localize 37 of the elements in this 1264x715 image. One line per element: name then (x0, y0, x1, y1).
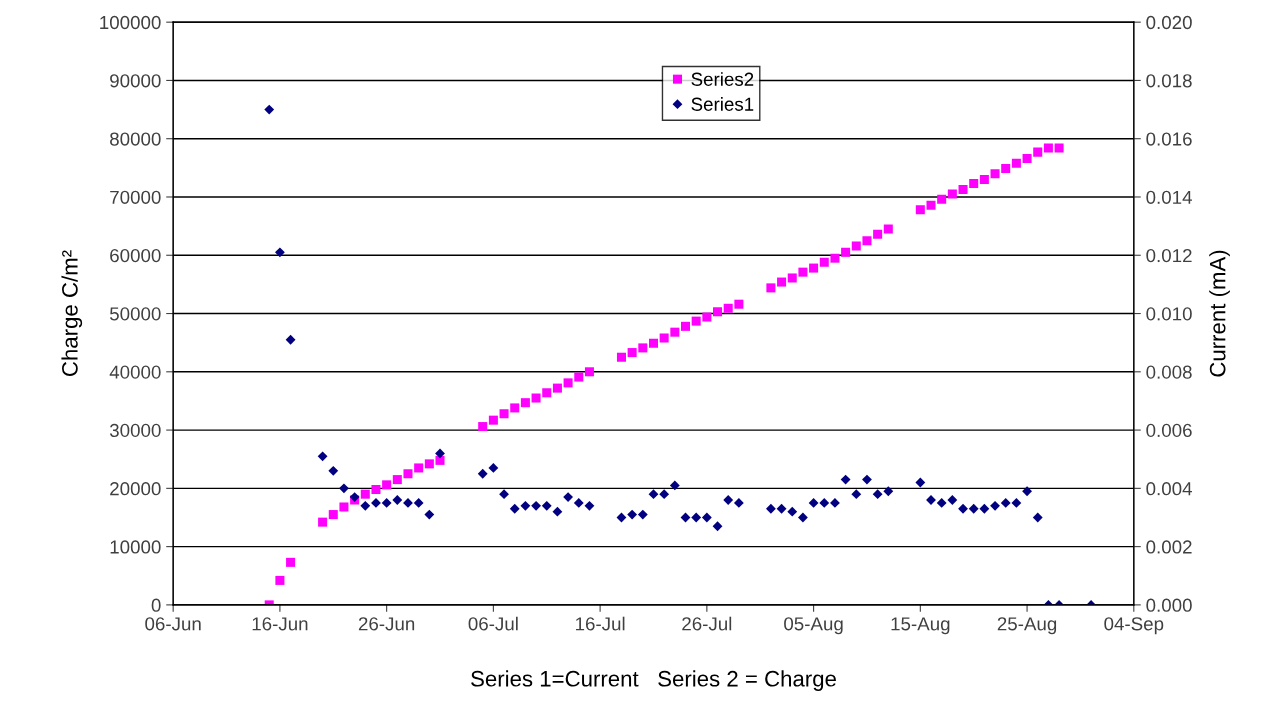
y2-tick-label: 0.008 (1146, 365, 1192, 379)
x-tick-label: 15-Aug (891, 617, 950, 635)
legend-label: Series1 (691, 97, 754, 111)
y2-tick-label: 0.000 (1146, 598, 1192, 612)
x-tick-label: 04-Sep (1104, 617, 1164, 635)
y-tick-label: 10000 (110, 540, 161, 554)
x-tick-label: 26-Jul (682, 616, 732, 631)
y2-tick-label: 0.014 (1146, 190, 1192, 204)
legend-label: Series2 (691, 72, 754, 86)
y-tick-label: 70000 (110, 190, 161, 204)
x-tick-label: 16-Jul (576, 616, 625, 631)
y2-tick-label: 0.006 (1146, 423, 1192, 438)
y2-tick-label: 0.004 (1146, 482, 1192, 496)
y-tick-label: 20000 (110, 482, 161, 496)
y2-tick-label: 0.020 (1146, 15, 1192, 30)
y-tick-label: 80000 (110, 132, 161, 146)
y-tick-label: 50000 (109, 307, 161, 321)
y2-tick-label: 0.012 (1146, 248, 1192, 263)
y-tick-label: 90000 (110, 74, 161, 88)
x-tick-label: 16-Jun (252, 617, 308, 631)
x-tick-label: 05-Aug (784, 617, 843, 635)
y-tick-label: 100000 (100, 15, 161, 30)
y2-tick-label: 0.016 (1146, 132, 1192, 146)
x-tick-label: 06-Jun (145, 617, 201, 631)
x-tick-label: 26-Jun (358, 617, 415, 631)
y-tick-label: 60000 (110, 248, 161, 263)
x-tick-label: 25-Aug (997, 617, 1057, 635)
x-axis-title: Series 1=Current Series 2 = Charge (471, 670, 836, 691)
y-tick-label: 30000 (109, 423, 161, 438)
x-tick-label: 06-Jul (468, 616, 518, 631)
y-tick-label: 0 (151, 598, 161, 612)
y2-axis-title: Current (mA) (1209, 250, 1230, 377)
y2-tick-label: 0.010 (1146, 307, 1192, 321)
y-axis-title: Charge C/m² (61, 250, 83, 376)
y2-tick-label: 0.018 (1146, 74, 1192, 88)
y-tick-label: 40000 (109, 365, 161, 379)
y2-tick-label: 0.002 (1146, 540, 1192, 554)
